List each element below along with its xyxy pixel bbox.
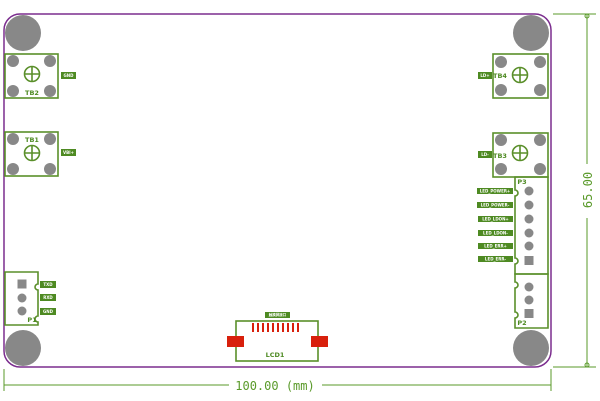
ref-label: TB1 <box>25 136 39 144</box>
ref-label: P2 <box>517 319 526 327</box>
ref-label: TB4 <box>493 72 507 80</box>
net-label: VBI+ <box>63 150 74 155</box>
net-label: GND <box>64 73 75 78</box>
height-label: 65.00 <box>581 172 595 208</box>
pin-label: LED_LDON+ <box>482 217 509 222</box>
pin-label: LED_LDON- <box>483 231 508 236</box>
connector-p1: P1 TXD RXD GND <box>4 271 56 326</box>
crosshair-icon <box>23 144 41 162</box>
ref-label: P1 <box>27 316 37 324</box>
fpc-pads <box>252 323 299 332</box>
connector-p2: P2 <box>514 273 549 329</box>
mounting-hole <box>5 330 41 366</box>
mount-pad <box>311 336 328 347</box>
board-outline <box>3 13 552 368</box>
terminal-tb3: TB3 LD- <box>478 132 549 178</box>
connector-p3: P3 LED_POWER+ LED_POWER- LED_LDON+ LED_L… <box>477 176 549 275</box>
pin-label: GND <box>43 309 54 314</box>
crosshair-icon <box>511 66 529 84</box>
mounting-hole <box>5 15 41 51</box>
terminal-tb4: TB4 LD+ <box>478 53 549 99</box>
mount-pad <box>227 336 244 347</box>
height-dimension: 65.00 <box>553 13 596 368</box>
net-label: LD- <box>481 152 489 157</box>
ref-label: P3 <box>517 178 526 186</box>
width-dimension: 100.00 (mm) <box>3 369 552 393</box>
terminal-tb2: TB2 GND <box>4 53 76 99</box>
lcd-label: 触摸屏接口 <box>269 312 287 317</box>
pin-label: LED_POWER- <box>481 203 510 208</box>
ref-label: TB2 <box>25 89 39 97</box>
terminal-tb1: TB1 VBI+ <box>4 131 76 177</box>
pin-label: LED_POWER+ <box>480 189 511 194</box>
net-label: LD+ <box>480 73 489 78</box>
crosshair-icon <box>511 144 529 162</box>
width-label: 100.00 (mm) <box>235 379 314 393</box>
pin-label: LED_ERR- <box>485 257 506 262</box>
pin-label: LED_ERR+ <box>484 244 507 249</box>
ref-label: LCD1 <box>266 351 285 359</box>
mounting-hole <box>513 15 549 51</box>
pin-label: TXD <box>43 282 53 287</box>
mounting-hole <box>513 330 549 366</box>
lcd-connector: 触摸屏接口 LCD1 <box>227 312 328 362</box>
pin-label: RXD <box>43 295 53 300</box>
ref-label: TB3 <box>493 152 507 160</box>
crosshair-icon <box>23 65 41 83</box>
